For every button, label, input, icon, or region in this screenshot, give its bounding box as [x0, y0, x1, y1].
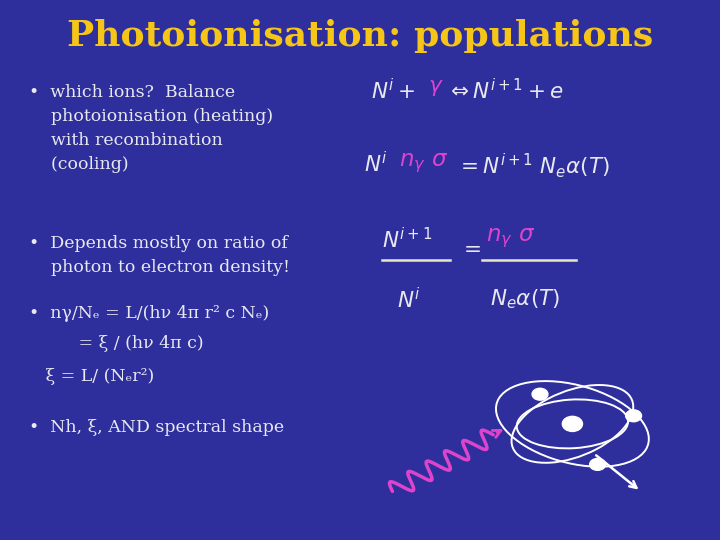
- Text: $N^i + $: $N^i + $: [371, 78, 415, 104]
- Text: Photoionisation: populations: Photoionisation: populations: [67, 19, 653, 53]
- Text: $N^{i+1}$: $N^{i+1}$: [382, 227, 432, 252]
- Text: •  Nh, ξ, AND spectral shape: • Nh, ξ, AND spectral shape: [29, 418, 284, 435]
- Text: $N_e\alpha(T)$: $N_e\alpha(T)$: [490, 287, 559, 311]
- Text: $N^i$: $N^i$: [397, 287, 421, 313]
- Text: $=$: $=$: [459, 238, 481, 258]
- Circle shape: [626, 410, 642, 422]
- Text: $n_\gamma\ \sigma$: $n_\gamma\ \sigma$: [486, 227, 535, 250]
- Text: $= N^{i+1}\ N_e\alpha(T)$: $= N^{i+1}\ N_e\alpha(T)$: [456, 151, 611, 180]
- Text: $\Leftrightarrow N^{i+1} + e$: $\Leftrightarrow N^{i+1} + e$: [446, 78, 564, 104]
- Text: ξ = L/ (Nₑr²): ξ = L/ (Nₑr²): [29, 368, 154, 385]
- Circle shape: [532, 388, 548, 400]
- Text: $N^i$: $N^i$: [364, 151, 387, 177]
- Text: = ξ / (hν 4π c): = ξ / (hν 4π c): [29, 335, 204, 352]
- Circle shape: [562, 416, 582, 431]
- Text: $n_\gamma\ \sigma$: $n_\gamma\ \sigma$: [399, 151, 448, 174]
- Circle shape: [590, 458, 606, 470]
- Text: •  nγ/Nₑ = L/(hν 4π r² c Nₑ): • nγ/Nₑ = L/(hν 4π r² c Nₑ): [29, 305, 269, 322]
- Text: •  Depends mostly on ratio of
    photon to electron density!: • Depends mostly on ratio of photon to e…: [29, 235, 289, 276]
- Text: •  which ions?  Balance
    photoionisation (heating)
    with recombination
   : • which ions? Balance photoionisation (h…: [29, 84, 273, 173]
- Text: $\gamma$: $\gamma$: [428, 78, 444, 98]
